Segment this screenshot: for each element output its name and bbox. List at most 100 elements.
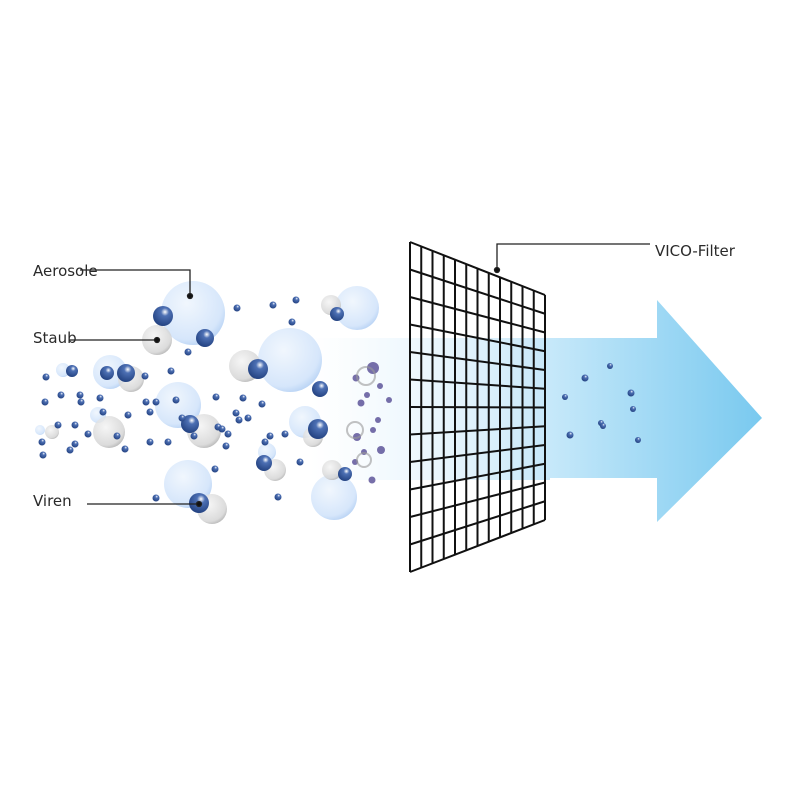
- small-particle: [178, 414, 186, 422]
- clean-air-particles: [562, 363, 641, 443]
- aerosol-particle: [161, 281, 225, 345]
- small-particle: [212, 393, 220, 401]
- small-particle: [269, 301, 277, 309]
- small-particle: [71, 440, 79, 448]
- label-leader-lines: [70, 243, 650, 508]
- small-particle: [211, 465, 219, 473]
- small-particle: [66, 446, 74, 454]
- dust-label: Staub: [33, 329, 77, 347]
- small-particle: [121, 445, 129, 453]
- small-particle: [146, 408, 154, 416]
- filtered-particle: [377, 446, 385, 454]
- virus-particle: [117, 364, 135, 382]
- clean-air-particle: [566, 431, 574, 439]
- aerosol-particle: [311, 474, 357, 520]
- filtered-particle: [386, 397, 392, 403]
- dust-particle: [45, 425, 59, 439]
- filter-grid-row: [409, 444, 546, 463]
- small-particle: [124, 411, 132, 419]
- airflow-band: [310, 338, 550, 480]
- aerosols-label: Aerosole: [33, 262, 98, 280]
- viruses-label: Viren: [33, 492, 72, 510]
- small-particle: [281, 430, 289, 438]
- virus-particle: [248, 359, 268, 379]
- filter-grid-row: [409, 323, 546, 353]
- small-particle: [172, 396, 180, 404]
- filter-grid-row: [409, 462, 546, 491]
- small-particle: [146, 438, 154, 446]
- clean-air-particle: [562, 394, 568, 400]
- small-particle: [222, 442, 230, 450]
- filtered-particle: [357, 399, 365, 407]
- small-particle: [39, 451, 47, 459]
- clean-air-particle: [581, 374, 589, 382]
- small-particle: [244, 414, 252, 422]
- airflow-arrow-icon: [545, 300, 762, 522]
- filtered-particle: [377, 383, 383, 389]
- clean-air-particle: [630, 406, 636, 412]
- small-particle: [99, 408, 107, 416]
- virus-particle: [308, 419, 328, 439]
- faded-dust-particle: [356, 452, 372, 468]
- small-particle: [41, 398, 49, 406]
- small-particle: [288, 318, 296, 326]
- small-particle: [38, 438, 46, 446]
- filtered-particle: [375, 417, 381, 423]
- filter-grid-row: [409, 500, 546, 546]
- filter-grid-row: [409, 406, 546, 409]
- virus-particle: [181, 415, 199, 433]
- particles: [35, 281, 392, 524]
- virus-particle: [330, 307, 344, 321]
- small-particle: [142, 398, 150, 406]
- small-particle: [292, 296, 300, 304]
- dust-particle: [93, 416, 125, 448]
- filter-grid-row: [409, 241, 546, 296]
- small-particle: [218, 425, 226, 433]
- filtered-particle: [370, 427, 376, 433]
- small-particle: [141, 372, 149, 380]
- virus-particle: [338, 467, 352, 481]
- small-particle: [232, 409, 240, 417]
- virus-particle: [256, 455, 272, 471]
- small-particle: [71, 421, 79, 429]
- small-particle: [152, 398, 160, 406]
- virus-particle: [153, 306, 173, 326]
- virus-particle: [196, 329, 214, 347]
- aerosols-leader: [80, 269, 191, 296]
- small-particle: [77, 398, 85, 406]
- aerosol-particle: [35, 425, 45, 435]
- small-particle: [190, 432, 198, 440]
- small-particle: [164, 438, 172, 446]
- virus-particle: [66, 365, 78, 377]
- filtered-particle: [364, 392, 370, 398]
- small-particle: [42, 373, 50, 381]
- faded-dust-particle: [356, 366, 376, 386]
- small-particle: [239, 394, 247, 402]
- small-particle: [113, 432, 121, 440]
- small-particle: [152, 494, 160, 502]
- filter-leader: [496, 243, 650, 270]
- virus-particle: [312, 381, 328, 397]
- filter-grid-row: [409, 378, 546, 390]
- aerosol-particle: [258, 328, 322, 392]
- virus-particle: [100, 366, 114, 380]
- small-particle: [296, 458, 304, 466]
- clean-air-particle: [635, 437, 641, 443]
- filtered-particle: [367, 362, 379, 374]
- filter-grid-row: [409, 351, 546, 371]
- small-particle: [76, 391, 84, 399]
- filter-grid-row: [409, 425, 546, 436]
- filter-label: VICO-Filter: [655, 242, 735, 260]
- clean-air-particle: [600, 423, 606, 429]
- aerosol-particle: [56, 363, 70, 377]
- filter-grid-row: [409, 268, 546, 315]
- small-particle: [54, 421, 62, 429]
- small-particle: [224, 430, 232, 438]
- small-particle: [96, 394, 104, 402]
- small-particle: [57, 391, 65, 399]
- faded-dust-particle: [346, 421, 364, 439]
- small-particle: [266, 432, 274, 440]
- small-particle: [235, 416, 243, 424]
- clean-air-particle: [627, 389, 635, 397]
